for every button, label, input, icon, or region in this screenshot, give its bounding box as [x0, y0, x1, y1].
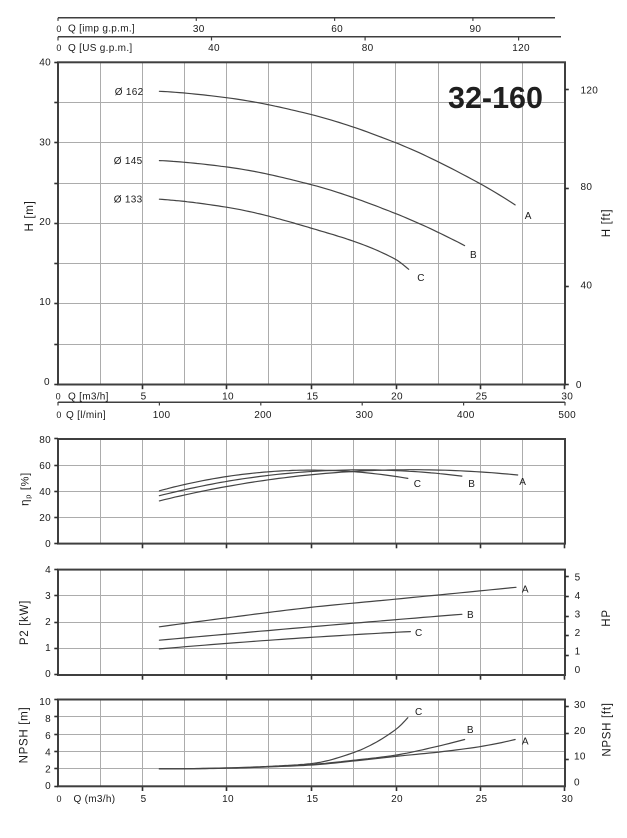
svg-text:A: A	[522, 736, 529, 747]
svg-text:C: C	[414, 479, 422, 490]
svg-text:2: 2	[45, 765, 51, 776]
svg-text:0: 0	[56, 410, 61, 420]
svg-text:0: 0	[56, 392, 61, 402]
svg-text:3: 3	[45, 591, 51, 602]
svg-text:400: 400	[457, 410, 475, 421]
svg-text:10: 10	[222, 794, 234, 805]
svg-text:3: 3	[575, 609, 581, 620]
svg-text:2: 2	[45, 617, 51, 628]
svg-text:A: A	[525, 211, 532, 222]
svg-text:0: 0	[44, 377, 50, 388]
svg-text:6: 6	[45, 731, 51, 742]
svg-text:Ø 145: Ø 145	[114, 156, 143, 167]
svg-text:1: 1	[45, 643, 51, 654]
svg-text:P2 [kW]: P2 [kW]	[19, 600, 31, 645]
svg-text:100: 100	[153, 410, 171, 421]
svg-text:0: 0	[45, 669, 51, 680]
svg-text:30: 30	[574, 700, 586, 711]
svg-text:NPSH [m]: NPSH [m]	[19, 707, 31, 764]
svg-text:80: 80	[39, 435, 51, 446]
svg-text:80: 80	[581, 182, 593, 193]
svg-text:Q [imp g.p.m.]: Q [imp g.p.m.]	[68, 24, 135, 35]
svg-text:300: 300	[356, 410, 374, 421]
svg-text:Q (m3/h): Q (m3/h)	[74, 794, 116, 805]
svg-text:1: 1	[575, 646, 581, 657]
svg-text:120: 120	[581, 86, 599, 97]
svg-text:Ø 133: Ø 133	[114, 195, 143, 206]
svg-text:NPSH [ft]: NPSH [ft]	[601, 702, 613, 756]
svg-text:B: B	[467, 610, 474, 621]
svg-text:200: 200	[254, 410, 272, 421]
svg-text:B: B	[467, 725, 474, 736]
svg-text:5: 5	[141, 392, 147, 403]
svg-text:60: 60	[331, 24, 343, 35]
svg-text:A: A	[519, 477, 526, 488]
svg-text:0: 0	[45, 781, 51, 792]
svg-text:30: 30	[561, 392, 573, 403]
svg-text:10: 10	[574, 752, 586, 763]
svg-text:HP: HP	[601, 609, 613, 626]
svg-text:5: 5	[575, 572, 581, 583]
svg-text:4: 4	[45, 565, 51, 576]
svg-text:10: 10	[39, 697, 51, 708]
svg-text:0: 0	[575, 665, 581, 676]
svg-text:30: 30	[39, 137, 51, 148]
svg-text:40: 40	[208, 43, 220, 54]
svg-text:2: 2	[575, 628, 581, 639]
svg-text:Ø 162: Ø 162	[115, 87, 144, 98]
svg-text:8: 8	[45, 714, 51, 725]
svg-text:10: 10	[222, 392, 234, 403]
svg-text:20: 20	[391, 392, 403, 403]
svg-text:40: 40	[39, 487, 51, 498]
svg-text:20: 20	[391, 794, 403, 805]
svg-text:C: C	[417, 273, 425, 284]
svg-text:25: 25	[476, 794, 488, 805]
svg-text:H [m]: H [m]	[24, 201, 36, 232]
svg-text:40: 40	[39, 57, 51, 68]
svg-text:25: 25	[476, 392, 488, 403]
svg-text:80: 80	[362, 43, 374, 54]
svg-text:90: 90	[470, 24, 482, 35]
svg-text:H [ft]: H [ft]	[601, 209, 613, 237]
svg-text:32-160: 32-160	[448, 81, 543, 115]
svg-text:0: 0	[56, 794, 61, 804]
svg-text:40: 40	[581, 281, 593, 292]
svg-text:20: 20	[39, 513, 51, 524]
svg-text:0: 0	[45, 539, 51, 550]
svg-text:Q [m3/h]: Q [m3/h]	[68, 391, 109, 402]
svg-text:5: 5	[141, 794, 147, 805]
svg-text:500: 500	[558, 410, 576, 421]
svg-text:Q [l/min]: Q [l/min]	[66, 410, 106, 421]
svg-text:60: 60	[39, 461, 51, 472]
svg-text:A: A	[522, 585, 529, 596]
svg-text:4: 4	[575, 591, 581, 602]
svg-text:10: 10	[39, 297, 51, 308]
svg-text:B: B	[468, 479, 475, 490]
svg-text:30: 30	[561, 794, 573, 805]
svg-text:Q [US g.p.m.]: Q [US g.p.m.]	[68, 43, 132, 54]
svg-text:20: 20	[39, 217, 51, 228]
svg-text:120: 120	[512, 43, 530, 54]
svg-text:0: 0	[574, 777, 580, 788]
svg-text:4: 4	[45, 748, 51, 759]
svg-text:15: 15	[307, 392, 319, 403]
svg-text:0: 0	[56, 43, 61, 53]
svg-text:30: 30	[193, 24, 205, 35]
svg-text:C: C	[415, 628, 423, 639]
svg-text:0: 0	[576, 380, 582, 391]
svg-text:ηp [%]: ηp [%]	[20, 472, 33, 506]
svg-text:0: 0	[56, 24, 61, 34]
svg-text:20: 20	[574, 726, 586, 737]
svg-text:C: C	[415, 707, 423, 718]
svg-text:15: 15	[307, 794, 319, 805]
svg-text:B: B	[470, 250, 477, 261]
